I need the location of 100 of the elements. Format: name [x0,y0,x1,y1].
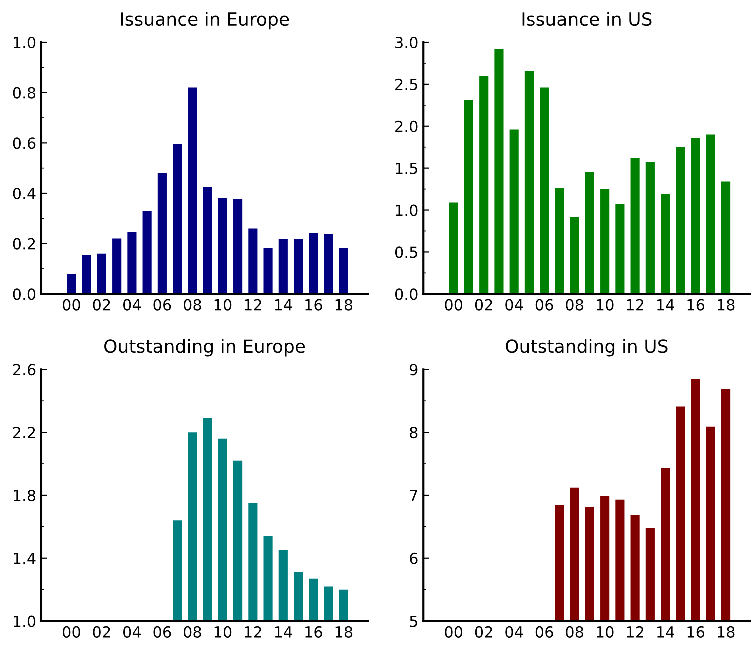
bar [570,216,580,294]
x-tick-label: 06 [536,626,554,638]
x-tick-label: 00 [63,626,80,638]
x-tick-label: 12 [245,299,262,311]
bar [494,49,504,294]
bar [173,144,182,294]
bar [661,194,670,294]
y-tick-label: 3.0 [396,36,418,49]
bar [278,239,288,294]
x-tick-label: 18 [718,299,735,311]
x-tick-label: 18 [336,626,353,638]
bar [722,182,731,294]
bar [464,100,474,294]
y-tick-label: 1.4 [14,553,36,564]
x-tick-label: 04 [506,299,524,311]
bar [218,198,228,294]
x-tick-label: 16 [688,299,705,311]
x-tick-label: 18 [336,299,353,311]
x-tick-label: 04 [123,299,142,311]
x-tick-label: 02 [93,626,110,638]
chart-title: Outstanding in US [506,339,668,357]
x-tick-label: 16 [688,626,705,638]
x-tick-label: 04 [506,626,524,638]
x-tick-label: 18 [718,626,735,638]
bar [203,187,212,294]
bar [128,232,137,294]
x-tick-label: 10 [597,299,614,311]
y-tick-label: 5 [410,616,418,628]
bar [540,88,550,294]
x-tick-label: 16 [306,626,322,638]
x-tick-label: 16 [306,299,322,311]
bar [112,238,122,294]
bar [339,248,348,294]
y-tick-label: 1.5 [396,163,418,174]
y-tick-label: 0.4 [13,188,36,200]
y-tick-label: 2.6 [13,364,36,376]
y-tick-label: 0.0 [395,288,418,300]
bar [524,71,534,294]
bar [600,189,610,294]
y-tick-label: 7 [410,490,418,502]
bar [585,172,594,294]
bar [480,76,489,294]
x-tick-label: 14 [658,299,674,311]
x-tick-label: 06 [536,299,554,311]
y-tick-label: 9 [410,364,418,376]
x-tick-label: 10 [214,299,232,311]
y-tick-label: 0.0 [13,288,36,300]
x-tick-label: 02 [475,626,492,638]
bar [294,239,304,294]
bar [616,204,625,294]
x-tick-label: 06 [154,626,172,638]
chart-title: Issuance in Europe [121,12,290,30]
x-tick-label: 08 [566,299,584,311]
y-tick-label: 0.5 [395,246,418,258]
bar [142,211,152,294]
bar [97,254,106,294]
x-tick-label: 08 [566,626,584,638]
x-tick-label: 12 [245,626,262,638]
bar [82,255,92,294]
x-tick-label: 02 [93,299,110,311]
bar [646,162,655,294]
y-tick-label: 8 [410,427,418,439]
chart-title: Issuance in US [522,12,652,26]
x-tick-label: 00 [445,299,463,311]
y-tick-label: 2.2 [13,427,36,438]
y-tick-label: 1.8 [14,490,36,502]
bar [691,138,700,294]
bar [248,228,258,294]
bar [324,234,334,294]
bar [234,199,243,294]
x-tick-label: 12 [627,626,644,638]
bar [510,130,519,294]
y-tick-label: 0.2 [13,238,36,250]
y-tick-label: 1.0 [14,616,36,628]
x-tick-label: 00 [63,299,80,311]
x-tick-label: 04 [123,626,142,638]
x-tick-label: 14 [275,626,292,638]
x-tick-label: 08 [184,299,202,311]
chart-title: Outstanding in Europe [104,339,306,357]
x-tick-label: 10 [597,626,614,638]
bar [188,88,198,294]
x-tick-label: 08 [184,626,202,638]
y-tick-label: 0.8 [13,87,36,99]
bar [676,147,686,294]
bar [158,173,167,294]
bar [706,134,716,294]
y-tick-label: 2.0 [396,120,418,132]
bar [309,233,318,294]
bar [264,248,273,294]
y-tick-label: 0.6 [13,138,36,150]
x-tick-label: 14 [275,299,292,311]
bar [630,158,640,294]
x-tick-label: 02 [475,299,492,311]
x-tick-label: 14 [658,626,674,638]
bar [67,274,76,294]
y-tick-label: 6 [410,552,418,564]
bar [449,202,458,294]
bar [555,188,564,294]
y-tick-label: 1.0 [396,204,418,216]
y-tick-label: 2.5 [396,78,418,90]
